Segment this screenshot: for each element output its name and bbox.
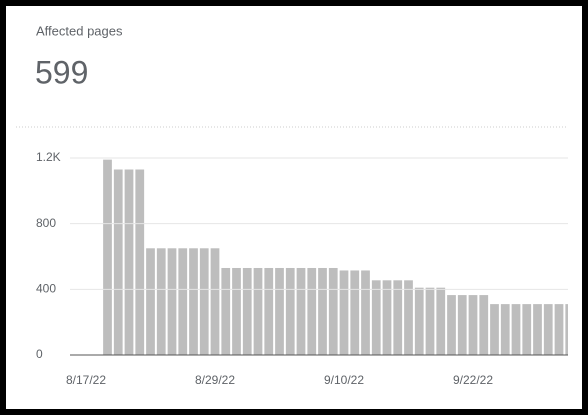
bar — [361, 270, 370, 355]
y-tick-label: 1.2K — [36, 150, 61, 164]
bar — [522, 304, 532, 355]
bar — [565, 304, 568, 355]
x-tick-label: 8/29/22 — [195, 373, 235, 387]
bar — [307, 267, 317, 355]
bar — [221, 267, 231, 355]
bar — [404, 280, 413, 355]
bar — [500, 304, 510, 355]
bar — [103, 159, 112, 355]
x-tick-label: 9/10/22 — [324, 373, 364, 387]
x-tick-label: 9/22/22 — [453, 373, 493, 387]
bar — [414, 287, 424, 355]
bar — [242, 267, 252, 355]
bar — [113, 169, 123, 355]
y-tick-label: 400 — [36, 282, 56, 296]
bar — [479, 295, 489, 355]
bar — [533, 304, 542, 355]
bar — [339, 270, 349, 355]
y-tick-label: 800 — [36, 216, 56, 230]
chart-title: Affected pages — [36, 23, 123, 38]
bar — [554, 304, 564, 355]
bar — [275, 267, 284, 355]
bar — [285, 267, 295, 355]
bar — [318, 267, 327, 355]
bar — [447, 295, 456, 355]
bar — [296, 267, 306, 355]
bar — [156, 248, 166, 355]
bar — [457, 295, 467, 355]
bar — [124, 169, 134, 355]
bar — [350, 270, 360, 355]
bar — [490, 304, 499, 355]
bar — [393, 280, 403, 355]
bar — [371, 280, 381, 355]
bar — [146, 248, 155, 355]
plot — [103, 159, 568, 355]
bar — [382, 280, 392, 355]
bar — [468, 295, 478, 355]
x-tick-label: 8/17/22 — [66, 373, 106, 387]
bar — [264, 267, 274, 355]
bar — [232, 267, 241, 355]
bar — [253, 267, 263, 355]
bar — [210, 248, 220, 355]
bar — [167, 248, 177, 355]
bar — [425, 287, 435, 355]
bar — [436, 287, 446, 355]
metric-value: 599 — [35, 54, 88, 90]
bar — [199, 248, 209, 355]
bar — [328, 267, 338, 355]
bar — [135, 169, 145, 355]
bar — [543, 304, 553, 355]
bar — [511, 304, 521, 355]
y-tick-label: 0 — [36, 347, 43, 361]
bar — [178, 248, 188, 355]
bar — [189, 248, 198, 355]
